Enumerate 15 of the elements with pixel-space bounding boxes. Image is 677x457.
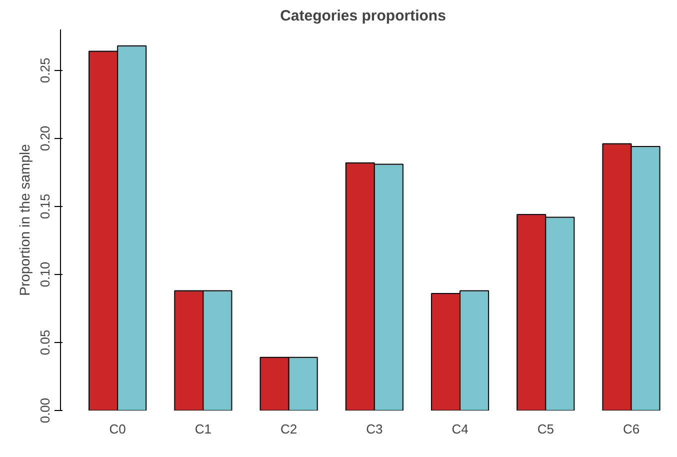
y-tick-label: 0.20 [38, 126, 52, 152]
y-axis-title: Proportion in the sample [16, 144, 32, 296]
x-tick-label: C2 [280, 422, 298, 436]
x-tick-label: C3 [366, 422, 383, 436]
x-tick-label: C4 [452, 422, 468, 436]
y-tick-label: 0.25 [38, 58, 52, 83]
x-tick-label: C0 [109, 422, 126, 436]
y-tick-label: 0.00 [38, 398, 52, 424]
y-tick-label: 0.10 [38, 262, 52, 288]
x-tick-label: C1 [194, 422, 212, 436]
y-tick-label: 0.15 [38, 194, 52, 220]
x-tick-label: C5 [537, 422, 554, 436]
x-tick-label: C6 [622, 422, 640, 436]
y-tick-label: 0.05 [38, 330, 52, 356]
chart-title: Categories proportions [280, 8, 446, 24]
